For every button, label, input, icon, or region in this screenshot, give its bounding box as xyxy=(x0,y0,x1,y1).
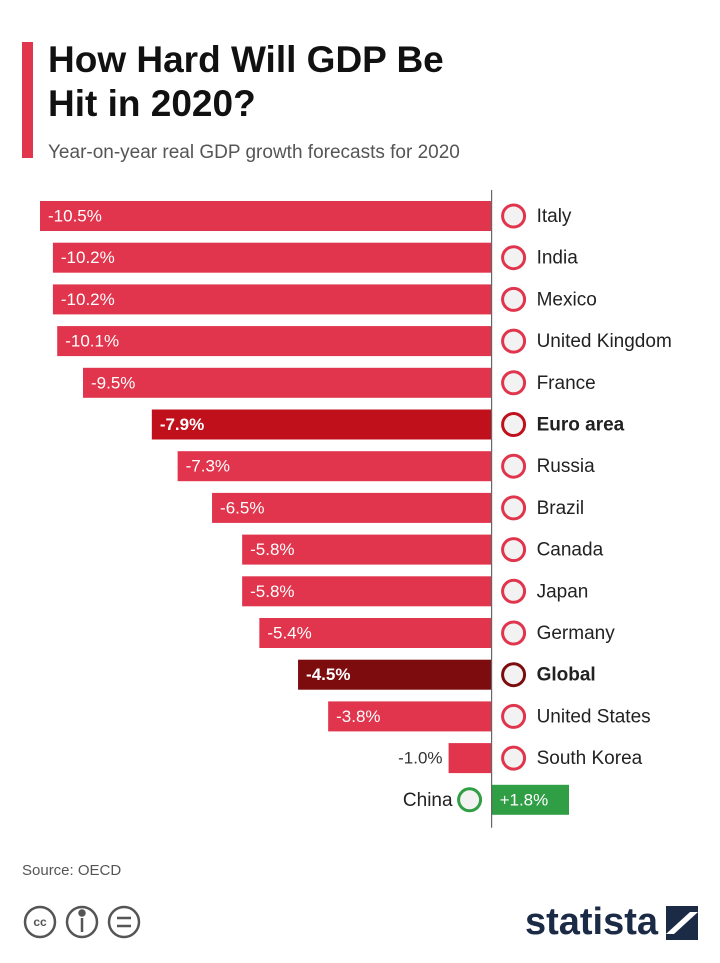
bar xyxy=(57,326,492,357)
value-label: -7.9% xyxy=(160,415,204,434)
bar xyxy=(177,451,492,482)
value-label: -1.0% xyxy=(398,749,442,768)
flag-icon xyxy=(501,453,527,479)
category-label: Germany xyxy=(537,623,616,644)
flag-icon xyxy=(501,620,527,646)
category-label: Italy xyxy=(537,206,572,227)
value-label: +1.8% xyxy=(500,790,549,809)
category-label: Mexico xyxy=(537,289,597,310)
flag-icon xyxy=(501,495,527,521)
flag-icon xyxy=(501,286,527,312)
value-label: -4.5% xyxy=(306,665,350,684)
bar xyxy=(52,284,492,315)
bar xyxy=(298,659,492,690)
bar xyxy=(151,409,492,440)
bar xyxy=(491,784,569,815)
category-label: Canada xyxy=(537,540,604,561)
value-label: -10.2% xyxy=(61,290,115,309)
category-label: Global xyxy=(537,665,596,686)
flag-icon xyxy=(501,662,527,688)
category-label: Euro area xyxy=(537,415,625,436)
flag-icon xyxy=(501,412,527,437)
category-label: United Kingdom xyxy=(537,331,672,352)
flag-icon xyxy=(457,787,483,813)
flag-icon xyxy=(501,328,527,354)
bar xyxy=(52,242,492,273)
value-label: -5.8% xyxy=(250,540,294,559)
category-label: Japan xyxy=(537,581,589,602)
category-label: United States xyxy=(537,706,651,727)
cc-mark: cc xyxy=(33,915,47,929)
value-label: -10.5% xyxy=(48,206,102,225)
brand-logo: statista xyxy=(525,901,659,943)
bar xyxy=(40,201,492,231)
flag-icon xyxy=(501,537,527,563)
category-label: France xyxy=(537,373,596,394)
category-label: Russia xyxy=(537,456,596,477)
flag-icon xyxy=(501,370,527,396)
value-label: -5.8% xyxy=(250,582,294,601)
bar xyxy=(212,492,492,523)
flag-icon xyxy=(501,745,527,771)
flag-icon xyxy=(501,578,527,604)
value-label: -6.5% xyxy=(220,498,264,517)
license-icons xyxy=(23,905,141,939)
flag-icon xyxy=(501,245,527,271)
category-label: Brazil xyxy=(537,498,585,519)
title-accent xyxy=(22,42,33,158)
flag-icon xyxy=(501,703,527,729)
chart-title: How Hard Will GDP Be Hit in 2020? xyxy=(48,39,444,124)
bar xyxy=(83,367,492,398)
value-label: -9.5% xyxy=(91,373,135,392)
bar xyxy=(242,534,492,565)
chart-subtitle: Year-on-year real GDP growth forecasts f… xyxy=(48,142,460,163)
bar xyxy=(448,743,492,774)
value-label: -3.8% xyxy=(336,707,380,726)
bar xyxy=(328,701,492,732)
value-label: -10.2% xyxy=(61,248,115,267)
category-label: India xyxy=(537,248,579,269)
source-note: Source: OECD xyxy=(22,862,122,879)
flag-icon xyxy=(501,203,527,229)
bar xyxy=(259,618,492,648)
brand-icon xyxy=(666,906,698,940)
category-label: China xyxy=(403,790,453,811)
value-label: -7.3% xyxy=(186,457,230,476)
value-label: -5.4% xyxy=(267,623,311,642)
category-label: South Korea xyxy=(537,748,643,769)
value-label: -10.1% xyxy=(65,332,119,351)
bar xyxy=(242,576,492,607)
